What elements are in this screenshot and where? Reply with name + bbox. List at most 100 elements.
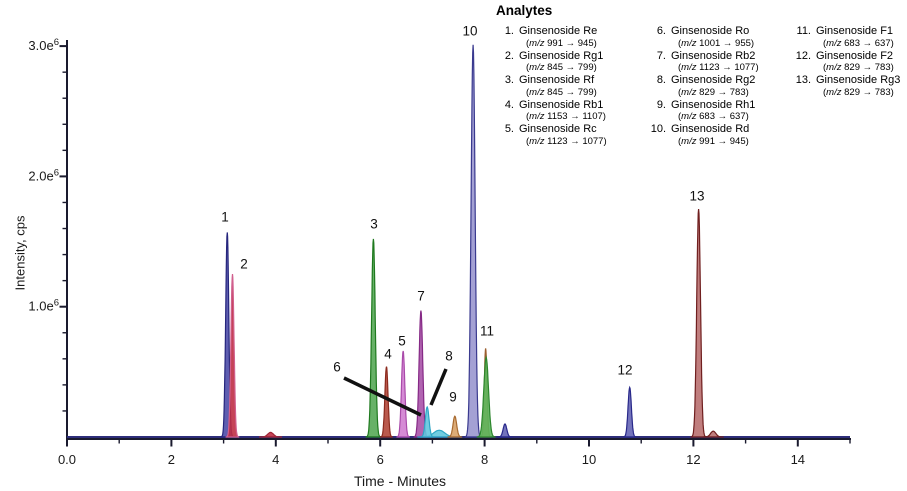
x-tick-label: 12 [686,452,700,467]
peak-trace-p11b [476,355,496,438]
legend-item-name: Ginsenoside Ro [671,25,750,37]
peak-label-3: 3 [370,217,378,232]
legend-item-number: 1. [504,25,514,37]
legend-item-number: 12. [795,49,811,62]
legend-item-mz: (m/z 829 → 783) [823,86,894,98]
legend-item-number: 10. [650,123,666,135]
peak-trace-p12 [623,385,637,438]
legend-item: 7. Ginsenoside Rb2 (m/z 1123 → 1077) [648,50,790,74]
legend-item: 1. Ginsenoside Re (m/z 991 → 945) [496,25,644,49]
legend-item-mz: (m/z 1123 → 1077) [678,62,759,73]
peak-label-7: 7 [417,289,425,304]
legend-item-mz: (m/z 1001 → 955) [678,37,755,49]
legend-item-name: Ginsenoside Rc [519,123,597,135]
x-tick-label: 4 [272,452,279,467]
x-tick-label: 8 [481,452,488,467]
peak-trace-bump3 [702,430,724,438]
legend-item-number: 2. [504,49,514,62]
legend-item: 12. Ginsenoside F2 (m/z 829 → 783) [793,50,905,74]
peak-label-6: 6 [333,360,341,375]
legend-item: 9. Ginsenoside Rh1 (m/z 683 → 637) [648,99,790,123]
peak-label-9: 9 [449,390,457,405]
peak-trace-p5 [396,350,410,438]
legend-item-mz: (m/z 1153 → 1107) [526,111,606,122]
legend-item: 10. Ginsenoside Rd (m/z 991 → 945) [648,123,790,147]
peak-trace-p13 [690,208,707,438]
legend-item: 4. Ginsenoside Rb1 (m/z 1153 → 1107) [496,99,644,123]
legend-item: 8. Ginsenoside Rg2 (m/z 829 → 783) [648,74,790,98]
peak-label-11: 11 [480,324,494,339]
legend-item: 2. Ginsenoside Rg1 (m/z 845 → 799) [496,50,644,74]
peak-label-12: 12 [617,363,632,378]
callout-line-6 [343,376,422,417]
peak-trace-p8 [419,405,435,438]
legend-item: 11. Ginsenoside F1 (m/z 683 → 637) [793,25,905,49]
legend-item-mz: (m/z 991 → 945) [526,37,597,49]
legend-column: 1. Ginsenoside Re (m/z 991 → 945) 2. Ginseno… [496,25,644,148]
legend-item-number: 9. [656,98,666,111]
legend-item-mz: (m/z 683 → 637) [678,111,749,122]
x-axis-title: Time - Minutes [353,473,447,489]
peak-label-2: 2 [240,257,248,272]
y-axis-title: Intensity, cps [12,215,28,291]
legend-title: Analytes [496,3,553,18]
legend-item-name: Ginsenoside F2 [816,49,894,62]
legend-item-name: Ginsenoside Rg3 [816,74,901,86]
peak-label-8: 8 [445,349,453,364]
legend-column: 6. Ginsenoside Ro (m/z 1001 → 955) 7. Ginsen… [648,25,790,148]
legend-item-mz: (m/z 991 → 945) [678,135,749,147]
y-tick-label: 2.0e6 [28,167,59,183]
x-tick-label: 14 [791,452,805,467]
legend-item-name: Ginsenoside Rh1 [671,98,756,111]
legend-item-name: Ginsenoside Rb2 [671,49,756,62]
legend-item: 3. Ginsenoside Rf (m/z 845 → 799) [496,74,644,98]
legend-item: 13. Ginsenoside Rg3 (m/z 829 → 783) [793,74,905,98]
legend-item-number: 11. [796,25,811,37]
legend-item-number: 3. [504,74,514,86]
legend-item-mz: (m/z 845 → 799) [526,86,597,98]
legend-item-name: Ginsenoside Rg2 [671,74,756,86]
legend-item-number: 4. [504,98,514,111]
peak-label-5: 5 [398,334,406,349]
callout-line-8 [429,368,448,406]
peak-label-1: 1 [221,210,229,225]
legend-column: 11. Ginsenoside F1 (m/z 683 → 637) 12. Ginse… [793,25,905,99]
legend-item: 6. Ginsenoside Ro (m/z 1001 → 955) [648,25,790,49]
x-tick-label: 0.0 [58,452,76,467]
legend-item-number: 6. [656,25,666,37]
peak-trace-p10 [464,44,482,438]
y-tick-label: 3.0e6 [28,37,59,53]
peak-trace-p9 [447,415,463,438]
legend-item-name: Ginsenoside Re [519,25,598,37]
legend-item-mz: (m/z 1123 → 1077) [526,135,607,147]
peak-label-4: 4 [384,347,392,362]
peak-trace-bump2 [497,423,513,438]
peak-trace-p4 [380,366,393,438]
legend-item-name: Ginsenoside Rg1 [519,49,604,62]
legend-item-name: Ginsenoside Rd [671,123,750,135]
legend-item-name: Ginsenoside Rf [519,74,595,86]
legend-item-number: 8. [656,74,666,86]
peak-trace-p2 [225,274,240,438]
peak-trace-bump1 [259,431,283,438]
peak-label-13: 13 [689,189,704,204]
legend-item-number: 5. [504,123,514,135]
legend-item-name: Ginsenoside Rb1 [519,98,604,111]
x-tick-label: 6 [377,452,384,467]
peak-label-10: 10 [462,24,477,39]
legend-item-mz: (m/z 829 → 783) [823,62,894,73]
legend-item-name: Ginsenoside F1 [816,25,894,37]
legend-item-mz: (m/z 845 → 799) [526,62,597,73]
analytes-legend: Analytes 1. Ginsenoside Re (m/z 991 → 945)… [490,3,907,147]
x-tick-label: 2 [168,452,175,467]
peak-trace-p3 [365,238,382,438]
y-tick-label: 1.0e6 [28,298,59,314]
legend-item-number: 7. [656,49,666,62]
legend-item: 5. Ginsenoside Rc (m/z 1123 → 1077) [496,123,644,147]
legend-item-mz: (m/z 829 → 783) [678,86,749,98]
x-tick-label: 10 [582,452,596,467]
legend-item-mz: (m/z 683 → 637) [823,37,894,49]
legend-item-number: 13. [795,74,811,86]
